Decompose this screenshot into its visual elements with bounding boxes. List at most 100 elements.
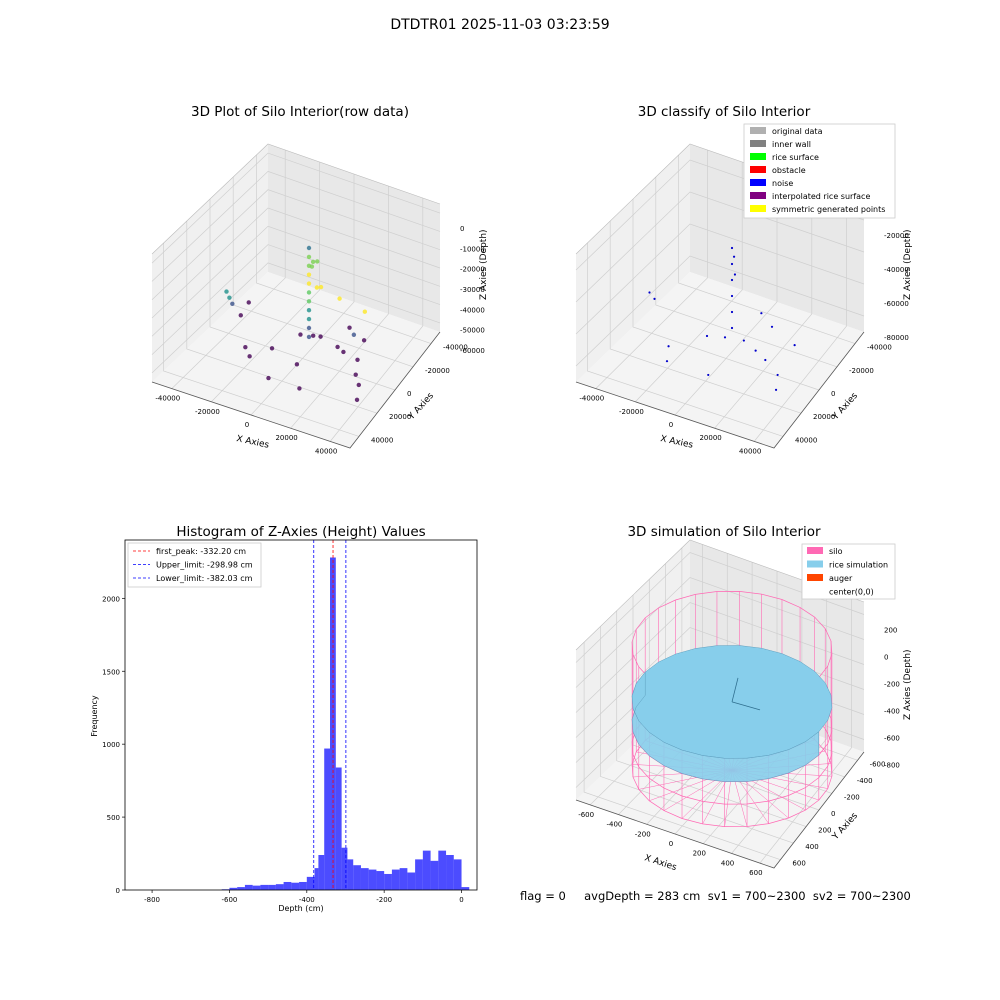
x-tick-label: 40000	[739, 447, 761, 455]
histogram-bar	[314, 868, 319, 890]
y-tick-label: 600	[792, 860, 805, 868]
data-point	[356, 382, 361, 388]
x-tick-label: -20000	[619, 408, 644, 416]
z-tick-label: -400	[884, 708, 900, 716]
grid-line	[655, 177, 838, 368]
grid-line	[575, 255, 865, 367]
data-point	[760, 312, 763, 315]
z-axis-label: Z Axies (Depth)	[903, 229, 913, 300]
y-tick-label: 200	[818, 827, 831, 835]
data-point	[653, 297, 656, 301]
rice-body	[631, 671, 820, 782]
histogram-bar	[422, 850, 431, 890]
histogram-bar	[368, 869, 377, 890]
y-tick-label: 40000	[371, 436, 393, 444]
legend-swatch	[750, 127, 766, 134]
data-point	[310, 259, 316, 265]
data-point	[227, 295, 232, 300]
legend-label: obstacle	[772, 166, 806, 175]
data-point	[294, 362, 300, 367]
auger	[731, 701, 761, 711]
data-point	[306, 272, 312, 277]
x-tick-label: -200	[635, 830, 651, 838]
legend: silo rice simulation auger center(0,0)	[801, 543, 896, 600]
grid-line	[151, 189, 441, 300]
axis-line	[575, 331, 865, 449]
y-tick-label: 2000	[102, 595, 120, 603]
y-tick-label: 1000	[102, 741, 120, 749]
histogram-bar	[438, 850, 447, 890]
simulation-3d-plot: 3D simulation of Silo Interior -600 -400 -…	[575, 524, 913, 877]
grid-line	[151, 262, 441, 374]
plot-frame	[124, 539, 478, 891]
data-point	[353, 372, 358, 377]
y-tick-label: 0	[831, 390, 835, 398]
x-tick-label: -40000	[155, 395, 180, 403]
grid-line	[211, 162, 320, 403]
data-point	[306, 325, 312, 331]
x-tick-label: -20000	[195, 408, 220, 416]
data-point	[298, 332, 303, 337]
x-tick-label: 20000	[699, 434, 721, 442]
y-tick-label: -40000	[443, 344, 468, 352]
data-point	[224, 289, 229, 294]
data-point	[318, 334, 323, 339]
y-tick-label: 0	[407, 390, 411, 398]
x-tick-label: 0	[669, 840, 673, 848]
histogram-bar	[430, 860, 439, 890]
data-point	[243, 344, 248, 350]
histogram-bar	[244, 884, 253, 890]
y-tick-label: 20000	[389, 413, 411, 421]
legend-frame	[743, 123, 896, 219]
grid-line	[587, 243, 784, 437]
grid-line	[575, 577, 865, 688]
x-tick-label: 0	[245, 421, 249, 429]
grid-line	[151, 170, 441, 282]
data-point	[707, 373, 710, 377]
data-point	[667, 345, 670, 348]
data-point	[315, 259, 320, 264]
histogram-bar	[407, 872, 416, 890]
y-tick-label: 400	[805, 843, 818, 851]
x-tick-label: 20000	[275, 434, 297, 442]
chart-title: 3D classify of Silo Interior	[638, 104, 811, 120]
data-point	[705, 334, 709, 338]
legend-swatch	[750, 140, 766, 147]
classify-3d-plot: 3D classify of Silo Interior -40000 -2000…	[575, 104, 913, 455]
data-point	[297, 386, 302, 391]
data-point	[730, 326, 734, 330]
grid-line	[635, 162, 743, 403]
x-tick-label: 0	[669, 421, 673, 429]
grid-line	[256, 155, 432, 344]
legend-swatch	[750, 166, 766, 173]
grid-line	[753, 198, 847, 442]
grid-line	[151, 244, 441, 355]
data-point	[742, 339, 745, 342]
data-point	[238, 313, 243, 318]
y-tick-label: 0	[116, 887, 120, 895]
data-point	[732, 255, 736, 258]
grid-line	[616, 610, 807, 827]
y-tick-label: 40000	[795, 436, 817, 444]
x-tick-label: -800	[144, 896, 160, 904]
legend-swatch	[807, 587, 823, 595]
data-point	[337, 296, 342, 301]
grid-line	[600, 626, 794, 844]
x-axis-label: X Axies	[235, 434, 270, 451]
z-tick-label: -10000	[460, 245, 485, 253]
y-axis-label: Frequency	[90, 695, 99, 737]
grid-line	[714, 186, 813, 429]
z-tick-label: 0	[884, 654, 888, 662]
data-point	[306, 290, 312, 295]
legend-label: Lower_limit: -382.03 cm	[156, 574, 253, 583]
data-point	[318, 284, 324, 290]
z-tick-label: 0	[460, 225, 464, 233]
grid-line	[151, 152, 441, 264]
grid-line	[209, 199, 396, 391]
grid-line	[731, 588, 828, 854]
chart-title: 3D simulation of Silo Interior	[627, 524, 821, 540]
histogram-bar	[360, 868, 369, 890]
z-axis-label: Z Axies (Depth)	[903, 649, 913, 720]
histogram-bar	[453, 859, 462, 890]
